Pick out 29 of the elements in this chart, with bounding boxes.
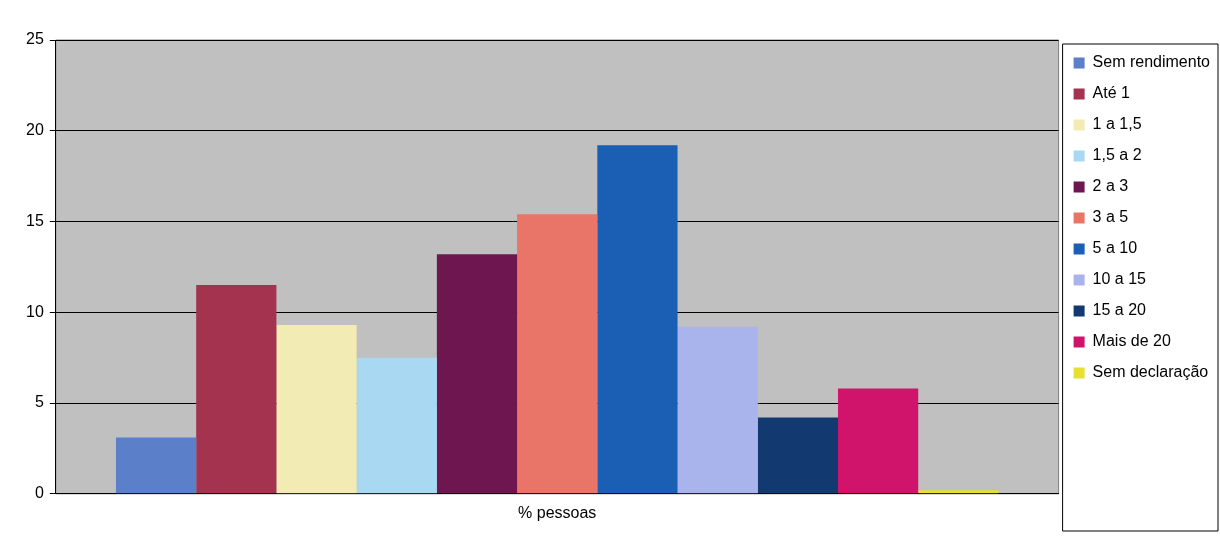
legend-label: Até 1: [1092, 84, 1131, 102]
legend-label: 15 a 20: [1092, 301, 1147, 319]
legend-label: Mais de 20: [1092, 332, 1171, 350]
bar: [115, 437, 197, 494]
legend-label: Sem declaração: [1092, 363, 1209, 381]
legend-label: 5 a 10: [1092, 239, 1138, 257]
legend-label: 1,5 a 2: [1092, 146, 1142, 164]
legend-label: 3 a 5: [1092, 208, 1129, 226]
bar: [436, 254, 518, 494]
bar: [276, 324, 357, 494]
y-tick-label: 5: [34, 393, 44, 411]
bar: [757, 417, 838, 494]
y-tick-label: 25: [26, 30, 44, 48]
y-tick-label: 20: [26, 121, 44, 139]
bar: [918, 490, 999, 494]
bar: [356, 357, 437, 494]
legend-label: 1 a 1,5: [1092, 115, 1142, 133]
bar: [677, 326, 758, 494]
legend-label: Sem rendimento: [1092, 53, 1211, 71]
legend-label: 10 a 15: [1092, 270, 1147, 288]
y-tick-label: 0: [34, 484, 44, 502]
y-tick-label: 10: [26, 302, 44, 320]
x-tick-label: % pessoas: [518, 503, 597, 521]
bar: [196, 285, 277, 494]
y-tick-label: 15: [26, 211, 44, 229]
bar: [517, 214, 598, 494]
legend-label: 2 a 3: [1092, 177, 1129, 195]
bar: [597, 145, 678, 494]
bar: [837, 388, 919, 494]
